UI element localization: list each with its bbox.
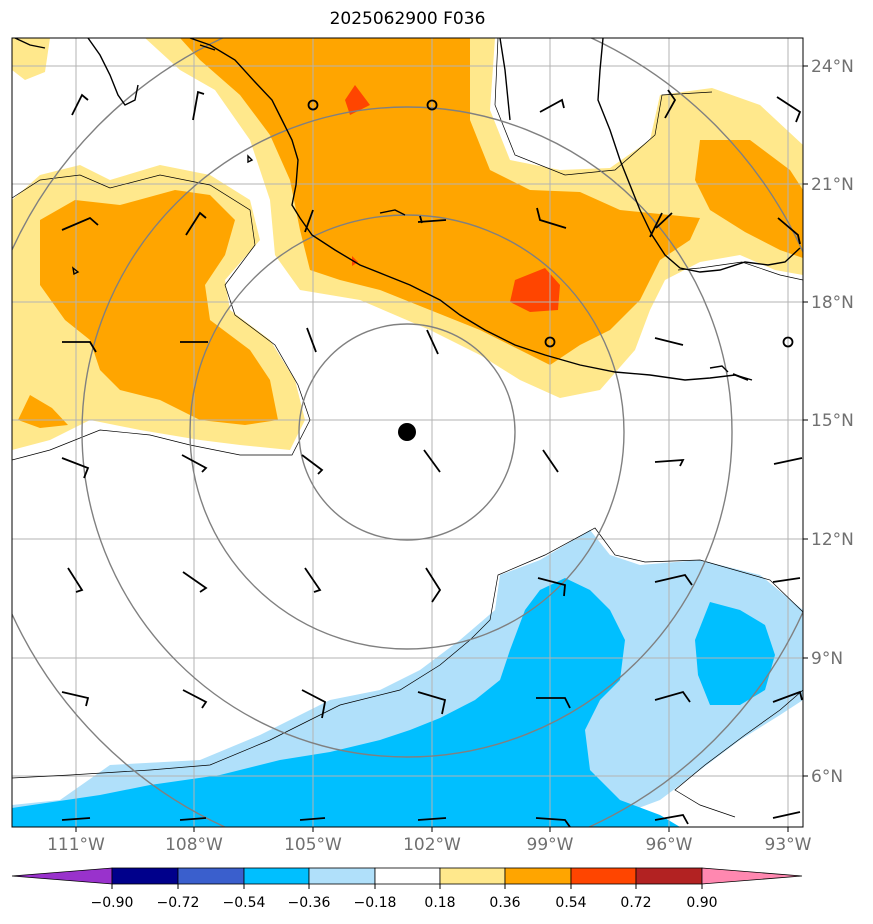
colorbar-label-8: 0.72	[620, 895, 651, 911]
lat-label-9n: 9°N	[811, 649, 843, 669]
colorbar-label-1: −0.72	[157, 895, 200, 911]
lon-label-111w: 111°W	[47, 835, 105, 855]
map-area	[12, 38, 803, 827]
colorbar-segment-2	[177, 867, 245, 885]
lon-label-108w: 108°W	[165, 835, 223, 855]
colorbar-label-0: −0.90	[91, 895, 134, 911]
negative-anomaly-medium	[12, 578, 775, 827]
lon-label-99w: 99°W	[527, 835, 574, 855]
positive-anomaly-strong	[345, 85, 560, 312]
colorbar-label-2: −0.54	[223, 895, 266, 911]
colorbar-label-9: 0.90	[686, 895, 717, 911]
colorbar-label-4: −0.18	[354, 895, 397, 911]
colorbar-segment-7	[504, 867, 572, 885]
colorbar-segment-0	[11, 867, 113, 885]
lat-label-15n: 15°N	[811, 411, 854, 431]
colorbar-segment-9	[635, 867, 703, 885]
wind-barbs	[61, 89, 803, 827]
colorbar-segment-3	[243, 867, 310, 885]
lon-label-102w: 102°W	[403, 835, 461, 855]
colorbar-segment-4	[308, 867, 376, 885]
colorbar-segment-10	[701, 867, 803, 885]
colorbar-segment-1	[111, 867, 179, 885]
colorbar	[11, 867, 803, 885]
lat-label-18n: 18°N	[811, 293, 854, 313]
contour-lines	[12, 38, 803, 818]
colorbar-segment-8	[570, 867, 637, 885]
lat-label-21n: 21°N	[811, 175, 854, 195]
lon-label-93w: 93°W	[765, 835, 812, 855]
colorbar-label-7: 0.54	[555, 895, 586, 911]
negative-anomaly-light	[12, 530, 803, 827]
map-title: 2025062900 F036	[329, 9, 486, 29]
lat-label-24n: 24°N	[811, 57, 854, 77]
colorbar-label-6: 0.36	[489, 895, 520, 911]
lat-label-12n: 12°N	[811, 530, 854, 550]
storm-center-dot	[398, 423, 416, 441]
colorbar-segment-6	[439, 867, 506, 885]
lon-label-96w: 96°W	[646, 835, 693, 855]
lon-label-105w: 105°W	[284, 835, 342, 855]
colorbar-label-3: −0.36	[288, 895, 331, 911]
station-markers	[307, 99, 794, 348]
longitude-labels: 111°W 108°W 105°W 102°W 99°W 96°W 93°W	[47, 827, 812, 855]
lat-label-6n: 6°N	[811, 767, 843, 787]
map-frame	[11, 37, 804, 828]
colorbar-label-5: 0.18	[424, 895, 455, 911]
latitude-labels: 24°N 21°N 18°N 15°N 12°N 9°N 6°N	[803, 57, 854, 787]
coastlines	[14, 38, 801, 381]
colorbar-ticks: −0.90 −0.72 −0.54 −0.36 −0.18 0.18 0.36 …	[91, 884, 718, 911]
colorbar-segment-5	[374, 867, 441, 885]
range-rings	[12, 38, 803, 827]
